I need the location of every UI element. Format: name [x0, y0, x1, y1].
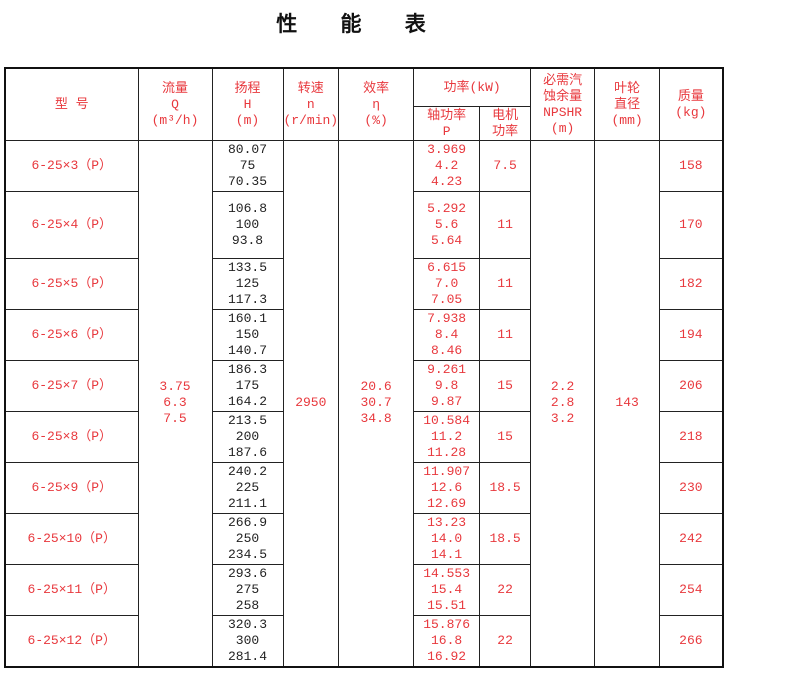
model-cell: 6-25×9（P）	[4, 462, 139, 514]
model-cell: 6-25×6（P）	[4, 309, 139, 361]
motor-power-cell: 11	[479, 258, 532, 310]
shaft-power-cell: 10.584 11.2 11.28	[413, 411, 481, 463]
shaft-power-cell: 7.938 8.4 8.46	[413, 309, 481, 361]
mass-cell: 194	[659, 309, 724, 361]
head-cell: 186.3 175 164.2	[211, 360, 284, 412]
performance-table: 型 号 流量 Q (m³/h) 扬程 H (m) 转速 n (r/min) 效率…	[4, 67, 724, 668]
header-efficiency: 效率 η (%)	[338, 67, 415, 141]
head-cell: 266.9 250 234.5	[211, 513, 284, 565]
mass-cell: 206	[659, 360, 724, 412]
head-cell: 293.6 275 258	[211, 564, 284, 616]
flow-cell: 3.75 6.3 7.5	[137, 140, 213, 667]
head-cell: 160.1 150 140.7	[211, 309, 284, 361]
head-cell: 240.2 225 211.1	[211, 462, 284, 514]
head-cell: 320.3 300 281.4	[211, 615, 284, 667]
header-head: 扬程 H (m)	[211, 67, 284, 141]
model-cell: 6-25×5（P）	[4, 258, 139, 310]
page-title: 性 能 表	[276, 12, 444, 36]
table-row: 6-25×10（P） 266.9 250 234.5 13.23 14.0 14.1…	[4, 513, 724, 565]
model-cell: 6-25×3（P）	[4, 140, 139, 192]
header-flow: 流量 Q (m³/h)	[137, 67, 213, 141]
table-row: 6-25×4（P） 106.8 100 93.8 5.292 5.6 5.64 11 1…	[4, 191, 724, 259]
motor-power-cell: 15	[479, 360, 532, 412]
mass-cell: 218	[659, 411, 724, 463]
mass-cell: 182	[659, 258, 724, 310]
model-cell: 6-25×11（P）	[4, 564, 139, 616]
head-cell: 106.8 100 93.8	[211, 191, 284, 259]
model-cell: 6-25×12（P）	[4, 615, 139, 667]
mass-cell: 230	[659, 462, 724, 514]
npshr-cell: 2.2 2.8 3.2	[530, 140, 596, 667]
head-cell: 213.5 200 187.6	[211, 411, 284, 463]
header-mass: 质量 (kg)	[659, 67, 724, 141]
header-motor-power: 电机 功率	[479, 106, 532, 141]
header-model: 型 号	[4, 67, 139, 141]
impeller-cell: 143	[594, 140, 661, 667]
model-cell: 6-25×10（P）	[4, 513, 139, 565]
speed-cell: 2950	[282, 140, 340, 667]
model-cell: 6-25×8（P）	[4, 411, 139, 463]
header-impeller: 叶轮 直径 (mm)	[594, 67, 661, 141]
shaft-power-cell: 11.907 12.6 12.69	[413, 462, 481, 514]
table-row: 6-25×5（P） 133.5 125 117.3 6.615 7.0 7.05 11…	[4, 258, 724, 310]
table-row: 6-25×8（P） 213.5 200 187.6 10.584 11.2 11.2…	[4, 411, 724, 463]
shaft-power-cell: 15.876 16.8 16.92	[413, 615, 481, 667]
table-row: 6-25×6（P） 160.1 150 140.7 7.938 8.4 8.46 11…	[4, 309, 724, 361]
mass-cell: 242	[659, 513, 724, 565]
efficiency-cell: 20.6 30.7 34.8	[338, 140, 415, 667]
motor-power-cell: 15	[479, 411, 532, 463]
motor-power-cell: 11	[479, 309, 532, 361]
head-cell: 133.5 125 117.3	[211, 258, 284, 310]
table-row: 6-25×12（P） 320.3 300 281.4 15.876 16.8 16.…	[4, 615, 724, 667]
mass-cell: 266	[659, 615, 724, 667]
shaft-power-cell: 3.969 4.2 4.23	[413, 140, 481, 192]
shaft-power-cell: 5.292 5.6 5.64	[413, 191, 481, 259]
header-shaft-power: 轴功率 P	[413, 106, 481, 141]
shaft-power-cell: 14.553 15.4 15.51	[413, 564, 481, 616]
shaft-power-cell: 13.23 14.0 14.1	[413, 513, 481, 565]
shaft-power-cell: 6.615 7.0 7.05	[413, 258, 481, 310]
motor-power-cell: 7.5	[479, 140, 532, 192]
motor-power-cell: 22	[479, 615, 532, 667]
header-power: 功率(kW)	[413, 67, 532, 107]
header-speed: 转速 n (r/min)	[282, 67, 340, 141]
motor-power-cell: 18.5	[479, 462, 532, 514]
mass-cell: 170	[659, 191, 724, 259]
header-npshr: 必需汽 蚀余量 NPSHR (m)	[530, 67, 596, 141]
table-row: 6-25×3（P） 3.75 6.3 7.5 80.07 75 70.35 2950 2…	[4, 140, 724, 667]
model-cell: 6-25×4（P）	[4, 191, 139, 259]
motor-power-cell: 22	[479, 564, 532, 616]
model-cell: 6-25×7（P）	[4, 360, 139, 412]
mass-cell: 158	[659, 140, 724, 192]
shaft-power-cell: 9.261 9.8 9.87	[413, 360, 481, 412]
table-row: 6-25×7（P） 186.3 175 164.2 9.261 9.8 9.87 15…	[4, 360, 724, 412]
head-cell: 80.07 75 70.35	[211, 140, 284, 192]
motor-power-cell: 18.5	[479, 513, 532, 565]
motor-power-cell: 11	[479, 191, 532, 259]
mass-cell: 254	[659, 564, 724, 616]
